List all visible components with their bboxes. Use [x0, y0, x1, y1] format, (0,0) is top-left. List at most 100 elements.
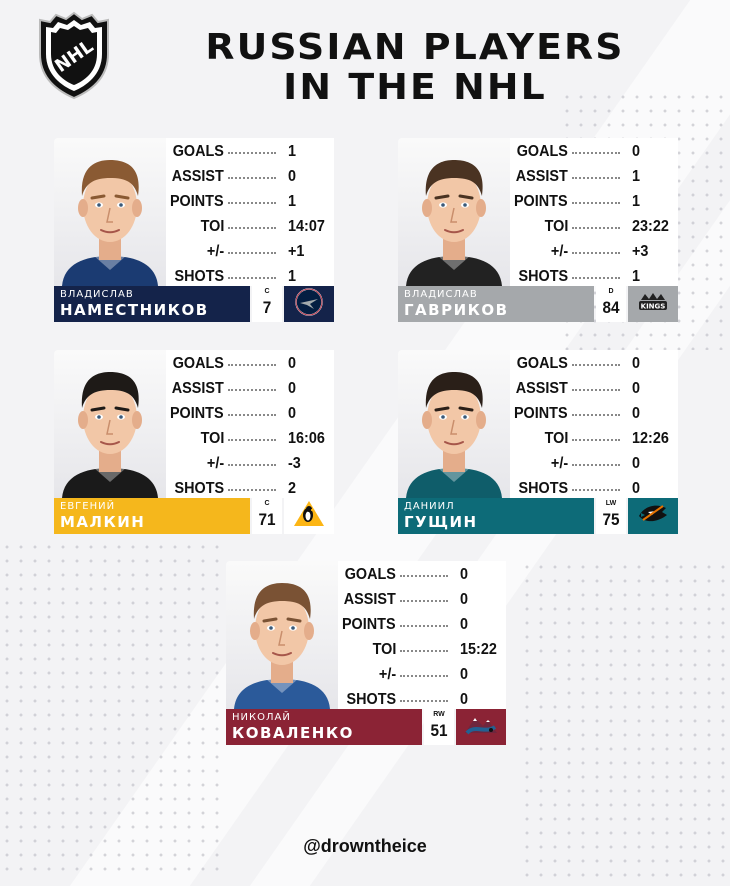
player-number: 71	[258, 510, 276, 529]
stat-value: 0	[632, 405, 641, 422]
stat-value: 0	[632, 355, 641, 372]
player-first-name: ДАНИИЛ	[404, 501, 455, 512]
stat-value: 1	[632, 268, 641, 285]
stat-leader-dots	[228, 152, 276, 154]
stat-leader-dots	[228, 489, 276, 491]
stat-leader-dots	[228, 414, 276, 416]
stat-label: +/-	[550, 455, 568, 472]
stat-value: 16:06	[288, 430, 325, 447]
player-name-box: ЕВГЕНИЙ МАЛКИН	[54, 498, 250, 534]
stat-label: POINTS	[514, 405, 568, 422]
stat-value: -3	[288, 455, 301, 472]
player-first-name: ВЛАДИСЛАВ	[404, 289, 478, 300]
team-logo-box	[456, 709, 506, 745]
stat-value: +3	[632, 243, 649, 260]
player-stats: GOALS 0 ASSIST 0 POINTS 0 TOI 12:26 +/- 0 SHOTS 0	[510, 350, 678, 498]
stat-label: POINTS	[342, 616, 396, 633]
stat-value: 0	[460, 566, 469, 583]
nhl-logo: NHL	[36, 10, 112, 100]
player-card: GOALS 0 ASSIST 0 POINTS 0 TOI 12:26 +/- 0 SHOTS 0 ДА…	[398, 350, 678, 546]
stat-label: TOI	[544, 430, 568, 447]
stat-value: 1	[632, 168, 641, 185]
stat-leader-dots	[228, 277, 276, 279]
team-logo-box	[284, 286, 334, 322]
player-name-bar: НИКОЛАЙ КОВАЛЕНКО RW 51	[226, 709, 506, 745]
stat-label: ASSIST	[515, 380, 568, 397]
stat-value: 1	[288, 143, 297, 160]
stat-value: 0	[288, 168, 297, 185]
stat-leader-dots	[572, 414, 620, 416]
author-handle: @drowntheice	[303, 836, 427, 856]
player-stats: GOALS 0 ASSIST 0 POINTS 0 TOI 16:06 +/- -3 SHOTS 2	[166, 350, 334, 498]
stat-label: GOALS	[172, 143, 224, 160]
stat-value: 1	[632, 193, 641, 210]
page-title: RUSSIAN PLAYERS IN THE NHL	[116, 28, 715, 108]
player-name-box: ВЛАДИСЛАВ НАМЕСТНИКОВ	[54, 286, 250, 322]
player-portrait	[398, 350, 510, 498]
svg-text:KINGS: KINGS	[641, 302, 666, 310]
stat-row: POINTS 1	[510, 190, 678, 215]
title-line-1: RUSSIAN PLAYERS	[205, 27, 625, 68]
stat-row: TOI 14:07	[166, 215, 334, 240]
stat-value: 2	[288, 480, 297, 497]
player-position: C	[264, 288, 270, 295]
stat-label: +/-	[206, 243, 224, 260]
stat-row: ASSIST 0	[166, 165, 334, 190]
stat-row: TOI 15:22	[338, 638, 506, 663]
stat-label: ASSIST	[171, 168, 224, 185]
stat-label: ASSIST	[515, 168, 568, 185]
team-logo-box: KINGS	[628, 286, 678, 322]
los-angeles-kings-icon: KINGS	[635, 291, 671, 318]
stat-value: 1	[288, 268, 297, 285]
stat-row: SHOTS 0	[510, 477, 678, 502]
stat-label: GOALS	[344, 566, 396, 583]
winnipeg-jets-icon	[294, 287, 324, 322]
stat-leader-dots	[572, 252, 620, 254]
stat-row: POINTS 0	[166, 402, 334, 427]
colorado-avalanche-icon	[461, 712, 501, 743]
player-name-box: НИКОЛАЙ КОВАЛЕНКО	[226, 709, 422, 745]
stat-label: GOALS	[516, 355, 568, 372]
player-number: 51	[430, 721, 448, 740]
stat-value: 0	[632, 143, 641, 160]
stat-value: 0	[632, 380, 641, 397]
team-logo-box	[628, 498, 678, 534]
player-position: RW	[433, 711, 445, 718]
stat-value: 1	[288, 193, 297, 210]
stat-label: +/-	[550, 243, 568, 260]
stat-label: POINTS	[514, 193, 568, 210]
stat-label: TOI	[372, 641, 396, 658]
player-position: D	[608, 288, 614, 295]
background-dots	[520, 560, 730, 880]
stat-value: 23:22	[632, 218, 669, 235]
stat-leader-dots	[228, 177, 276, 179]
background-dots	[0, 540, 220, 880]
player-name-bar: ДАНИИЛ ГУЩИН LW 75	[398, 498, 678, 534]
stat-row: +/- -3	[166, 452, 334, 477]
stat-row: GOALS 0	[510, 352, 678, 377]
stat-label: SHOTS	[346, 691, 396, 708]
stat-row: +/- 0	[338, 663, 506, 688]
player-last-name: НАМЕСТНИКОВ	[60, 301, 209, 319]
stat-row: ASSIST 1	[510, 165, 678, 190]
player-name-bar: ВЛАДИСЛАВ НАМЕСТНИКОВ C 7	[54, 286, 334, 322]
stat-leader-dots	[400, 675, 448, 677]
stat-value: 0	[288, 405, 297, 422]
stat-leader-dots	[228, 252, 276, 254]
stat-row: POINTS 1	[166, 190, 334, 215]
stat-row: ASSIST 0	[510, 377, 678, 402]
stat-leader-dots	[572, 364, 620, 366]
player-portrait	[54, 138, 166, 286]
player-first-name: ВЛАДИСЛАВ	[60, 289, 134, 300]
player-number-box: LW 75	[596, 498, 626, 534]
player-last-name: ГАВРИКОВ	[404, 301, 509, 319]
player-number: 7	[262, 298, 272, 317]
stat-row: +/- +1	[166, 240, 334, 265]
stat-value: 0	[460, 616, 469, 633]
stat-row: TOI 16:06	[166, 427, 334, 452]
stat-value: 0	[460, 691, 469, 708]
stat-label: SHOTS	[518, 480, 568, 497]
player-number-box: C 71	[252, 498, 282, 534]
stat-leader-dots	[572, 464, 620, 466]
